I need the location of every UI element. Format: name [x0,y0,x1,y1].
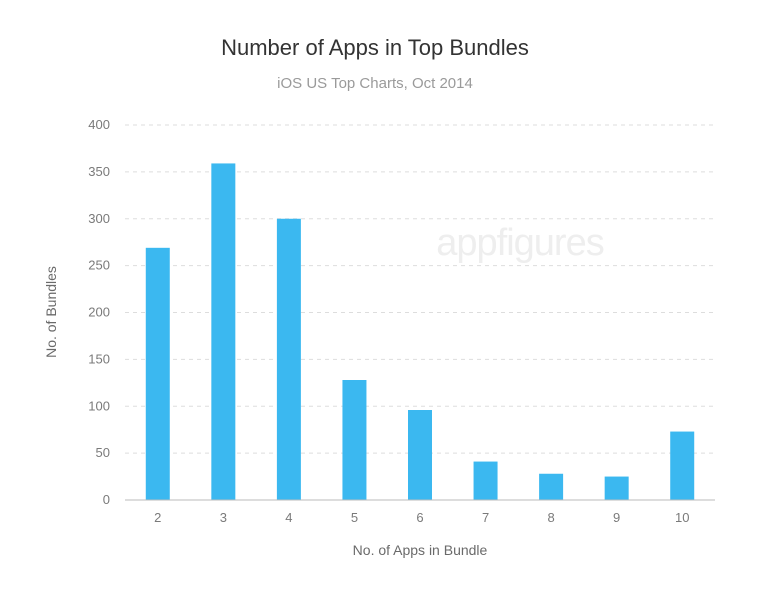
bar-8 [539,473,564,500]
y-tick-label: 100 [88,398,110,413]
bar-2 [145,247,170,500]
watermark-logo: appfigures [436,222,603,264]
y-tick-label: 300 [88,211,110,226]
y-tick-label: 350 [88,164,110,179]
y-tick-label: 200 [88,305,110,320]
x-tick-label: 2 [154,510,161,525]
y-tick-label: 250 [88,258,110,273]
x-tick-label: 5 [351,510,358,525]
y-axis-label: No. of Bundles [43,266,59,358]
x-tick-label: 8 [547,510,554,525]
y-axis-ticks: 0 50 100 150 200 250 300 350 400 [88,117,110,507]
bar-3 [211,163,236,500]
bar-6 [408,410,432,500]
y-tick-label: 150 [88,351,110,366]
y-tick-label: 400 [88,117,110,132]
x-axis-label: No. of Apps in Bundle [353,542,488,558]
y-tick-label: 50 [96,445,110,460]
bar-9 [604,476,629,500]
bar-10 [670,431,695,500]
x-tick-label: 7 [482,510,489,525]
x-axis-ticks: 2 3 4 5 6 7 8 9 10 [154,510,689,525]
x-tick-label: 10 [675,510,689,525]
y-tick-label: 0 [103,492,110,507]
chart-title: Number of Apps in Top Bundles [221,35,529,60]
bar-5 [342,380,367,500]
bar-4 [276,218,301,500]
x-tick-label: 4 [285,510,292,525]
chart-subtitle: iOS US Top Charts, Oct 2014 [277,75,473,92]
x-tick-label: 3 [220,510,227,525]
x-tick-label: 9 [613,510,620,525]
bars [145,163,695,500]
x-tick-label: 6 [416,510,423,525]
bar-7 [473,461,498,500]
